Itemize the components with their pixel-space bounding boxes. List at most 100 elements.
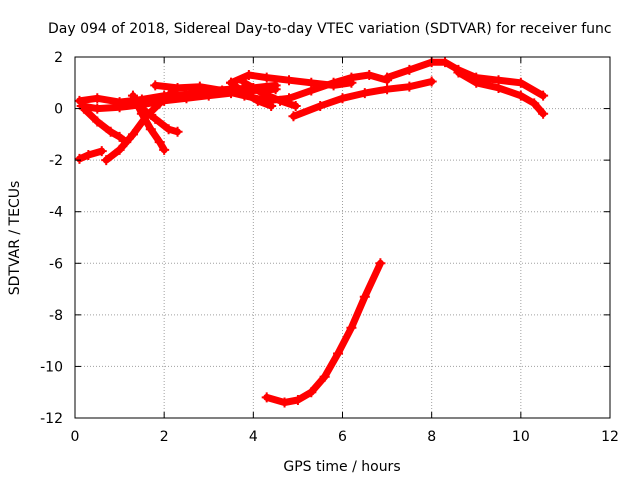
data-point (252, 95, 263, 106)
data-point (261, 392, 272, 403)
series-layer (74, 57, 549, 408)
y-tick-label: -4 (49, 205, 63, 221)
data-point (150, 113, 161, 124)
data-point (337, 93, 348, 104)
data-point (375, 258, 386, 269)
data-point (127, 90, 138, 101)
data-point (426, 76, 437, 87)
data-point (181, 93, 192, 104)
data-point (243, 70, 254, 81)
data-point (364, 70, 375, 81)
x-tick-label: 6 (338, 429, 347, 445)
data-point (154, 98, 165, 109)
data-point (217, 85, 228, 96)
data-point (292, 394, 303, 405)
x-tick-label: 2 (160, 429, 169, 445)
data-point (101, 155, 112, 166)
data-point (257, 88, 268, 99)
data-point (136, 103, 147, 114)
data-point (270, 84, 281, 95)
data-point (538, 90, 549, 101)
data-point (159, 144, 170, 155)
data-point (114, 131, 125, 142)
series-track-11 (239, 77, 301, 111)
y-axis-label: SDTVAR / TECUs (7, 181, 23, 296)
data-point (359, 88, 370, 99)
data-point (515, 77, 526, 88)
ticks-layer: 0 2 4 6 8 10 12 -12 -10 -8 -6 -4 -2 0 2 (40, 50, 619, 445)
data-point (306, 77, 317, 88)
data-point (346, 77, 357, 88)
y-tick-label: -12 (40, 411, 63, 427)
data-point (328, 80, 339, 91)
data-point (382, 84, 393, 95)
data-point (127, 129, 138, 140)
series-trace (227, 79, 275, 110)
data-point (239, 77, 250, 88)
data-point (261, 72, 272, 83)
data-point (92, 103, 103, 114)
data-point (163, 90, 174, 101)
data-point (404, 64, 415, 75)
data-point (226, 77, 237, 88)
data-point (284, 75, 294, 86)
data-point (83, 149, 94, 160)
data-point (266, 100, 277, 111)
series-track-14 (453, 67, 549, 119)
y-tick-label: -2 (49, 153, 63, 169)
data-point (529, 98, 540, 109)
data-point (538, 108, 549, 119)
data-point (453, 67, 464, 78)
x-tick-label: 4 (249, 429, 258, 445)
series-trace (454, 69, 547, 118)
data-point (154, 137, 165, 148)
data-point (194, 81, 205, 92)
data-point (96, 146, 107, 157)
data-point (239, 88, 250, 99)
y-tick-label: 2 (54, 50, 63, 66)
series-track-4 (74, 146, 107, 164)
data-point (290, 100, 301, 111)
data-point (163, 124, 174, 135)
data-point (92, 116, 103, 127)
series-track-7 (136, 103, 183, 137)
data-point (319, 371, 330, 382)
x-axis-label: GPS time / hours (283, 459, 400, 475)
data-point (346, 322, 357, 333)
x-tick-label: 12 (601, 429, 619, 445)
data-point (382, 72, 393, 83)
data-point (114, 102, 125, 113)
y-tick-label: -6 (49, 256, 63, 272)
series-track-15 (261, 258, 386, 408)
data-point (315, 100, 326, 111)
data-point (306, 387, 317, 398)
y-tick-label: -8 (49, 308, 63, 324)
data-point (203, 90, 214, 101)
series-trace (263, 259, 384, 406)
x-tick-label: 10 (512, 429, 530, 445)
data-point (515, 90, 526, 101)
series-track-10 (226, 77, 277, 111)
y-tick-label: 0 (54, 102, 63, 118)
grid-layer (75, 57, 610, 418)
data-point (279, 397, 290, 408)
data-point (359, 291, 370, 302)
series-trace (240, 79, 300, 110)
series-track-12 (288, 76, 437, 122)
data-point (493, 82, 504, 93)
data-point (114, 144, 125, 155)
series-trace (138, 105, 181, 136)
data-point (288, 111, 299, 122)
data-point (105, 126, 116, 137)
x-tick-label: 0 (71, 429, 80, 445)
data-point (172, 82, 183, 93)
data-point (471, 77, 482, 88)
data-point (150, 80, 161, 91)
data-point (333, 348, 344, 359)
data-point (74, 153, 85, 164)
data-point (404, 81, 415, 92)
data-point (92, 93, 103, 104)
data-point (275, 95, 286, 106)
chart-title: Day 094 of 2018, Sidereal Day-to-day VTE… (48, 21, 612, 37)
